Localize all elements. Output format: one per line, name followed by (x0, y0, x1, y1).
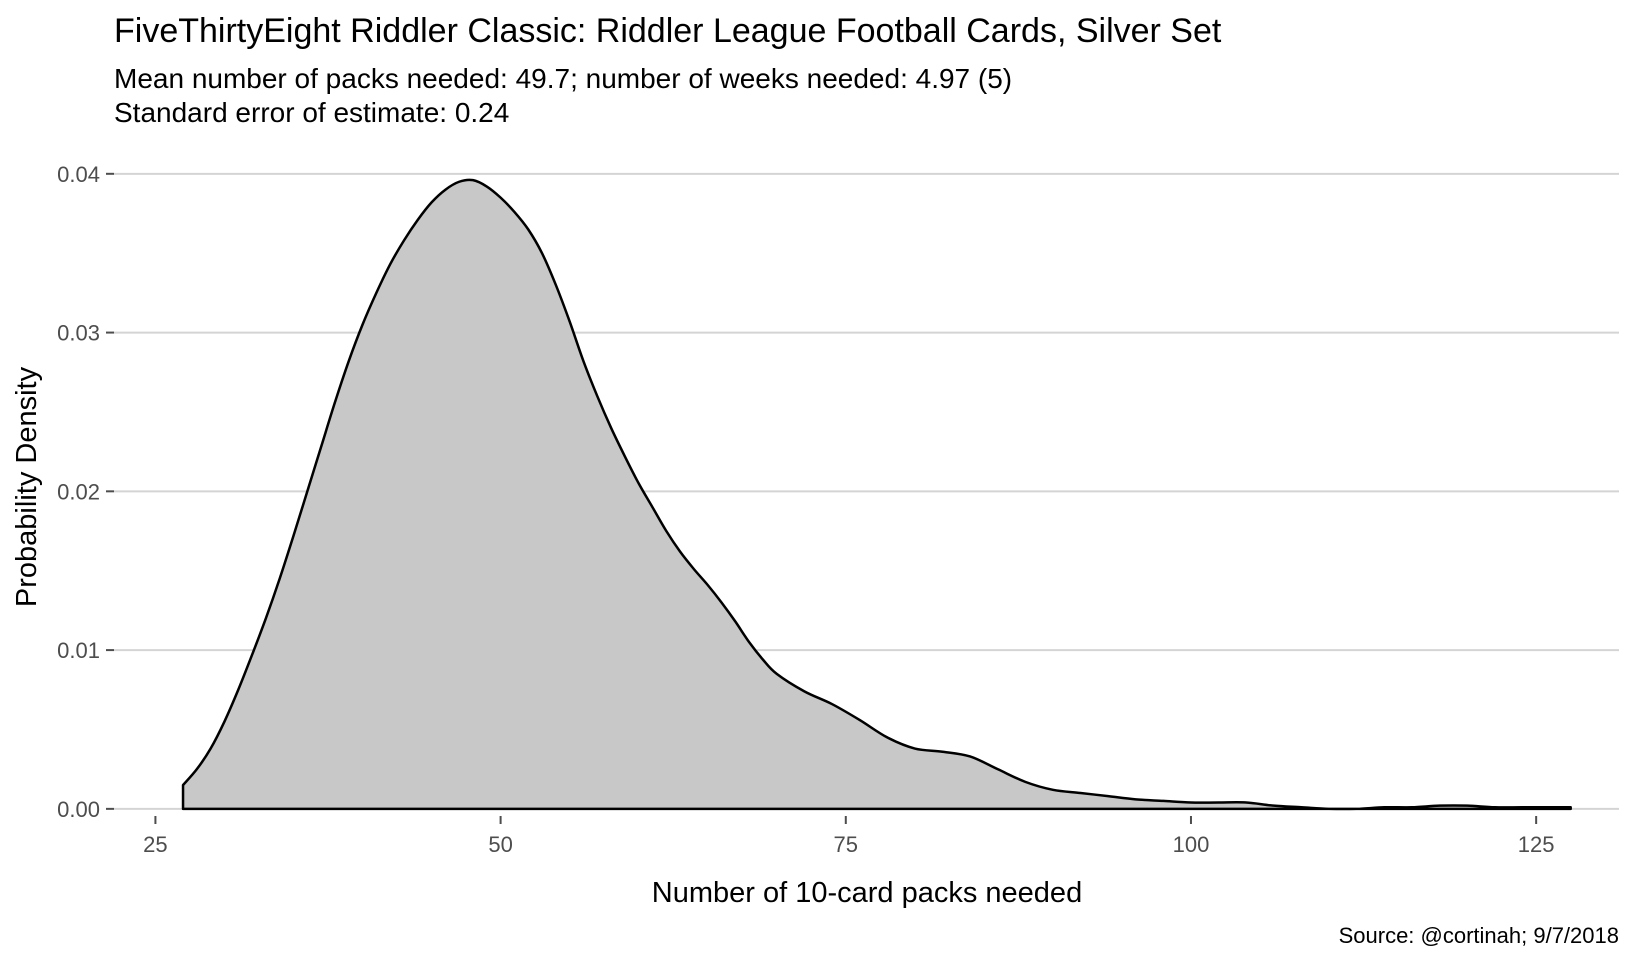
chart-subtitle-line-2: Standard error of estimate: 0.24 (114, 97, 509, 128)
y-tick-label: 0.02 (57, 479, 100, 504)
density-area (181, 178, 1572, 811)
density-series (181, 178, 1572, 811)
y-axis: 0.00 0.01 0.02 0.03 0.04 (57, 162, 114, 822)
y-axis-title: Probability Density (11, 366, 43, 607)
y-tick-label: 0.03 (57, 321, 100, 346)
y-tick-label: 0.01 (57, 638, 100, 663)
x-tick-label: 125 (1518, 832, 1555, 857)
x-axis-title: Number of 10-card packs needed (652, 877, 1082, 909)
chart-subtitle-line-1: Mean number of packs needed: 49.7; numbe… (114, 63, 1012, 94)
x-tick-label: 25 (143, 832, 167, 857)
chart-title: FiveThirtyEight Riddler Classic: Riddler… (114, 12, 1222, 50)
x-axis: 25 50 75 100 125 (143, 816, 1555, 857)
x-tick-label: 100 (1173, 832, 1210, 857)
source-caption: Source: @cortinah; 9/7/2018 (1339, 923, 1619, 948)
y-tick-label: 0.00 (57, 797, 100, 822)
x-tick-label: 50 (488, 832, 512, 857)
y-tick-label: 0.04 (57, 162, 100, 187)
x-tick-label: 75 (834, 832, 858, 857)
